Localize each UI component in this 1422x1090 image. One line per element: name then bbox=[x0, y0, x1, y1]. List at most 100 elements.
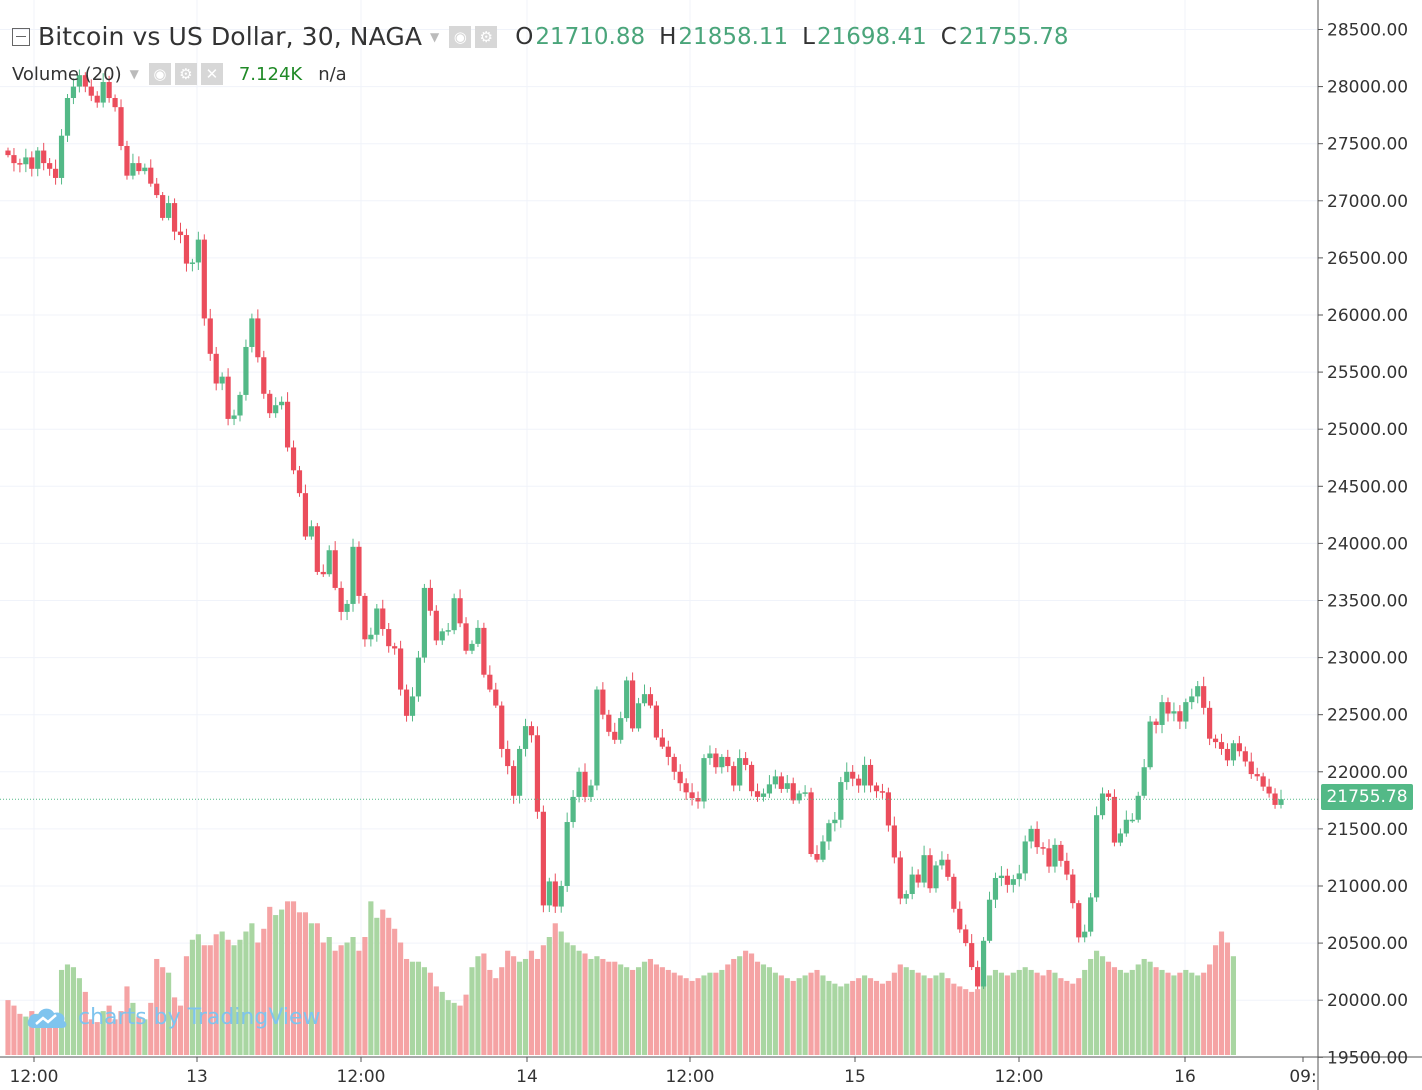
volume-bar bbox=[659, 967, 665, 1055]
candle-body bbox=[1177, 711, 1183, 722]
volume-bar bbox=[273, 915, 279, 1055]
candle-body bbox=[915, 874, 921, 883]
volume-bar bbox=[398, 942, 404, 1055]
volume-bar bbox=[695, 978, 701, 1055]
volume-title[interactable]: Volume (20) bbox=[12, 63, 122, 85]
volume-bar bbox=[1082, 969, 1088, 1055]
collapse-legend-icon[interactable] bbox=[12, 27, 30, 46]
candle-body bbox=[112, 98, 118, 108]
candle-body bbox=[772, 776, 778, 785]
volume-bar bbox=[969, 991, 975, 1055]
candle-body bbox=[279, 401, 285, 406]
close-icon[interactable]: ✕ bbox=[200, 63, 223, 85]
candle-body bbox=[707, 753, 713, 759]
candle-body bbox=[564, 822, 570, 886]
candle-body bbox=[802, 792, 808, 794]
tradingview-watermark[interactable]: charts by TradingView bbox=[26, 1004, 321, 1030]
y-tick-label: 28000.00 bbox=[1327, 78, 1408, 98]
price-axis[interactable]: 28500.00 28000.00 27500.00 27000.00 26500.00… bbox=[1318, 20, 1408, 1068]
candle-body bbox=[1004, 875, 1010, 885]
time-axis[interactable]: 12:00 13 12:00 14 12:00 15 12:00 16 09: bbox=[10, 1057, 1317, 1087]
candle-body bbox=[832, 819, 838, 824]
symbol-legend: Bitcoin vs US Dollar, 30, NAGA ▼ ◉ ⚙ O 2… bbox=[12, 22, 1069, 51]
candle-body bbox=[1159, 702, 1165, 725]
volume-bar bbox=[1230, 956, 1236, 1055]
volume-bar bbox=[921, 975, 927, 1055]
volume-bar bbox=[939, 972, 945, 1055]
eye-icon[interactable]: ◉ bbox=[148, 63, 171, 85]
candle-body bbox=[338, 587, 344, 612]
candle-body bbox=[986, 899, 993, 941]
volume-bar bbox=[951, 983, 957, 1055]
volume-bar bbox=[975, 989, 981, 1055]
volume-bar bbox=[701, 975, 707, 1055]
volume-bar bbox=[183, 956, 190, 1055]
volume-bar bbox=[885, 980, 891, 1055]
volume-bar bbox=[380, 909, 386, 1055]
volume-bar bbox=[166, 972, 172, 1055]
candle-body bbox=[1117, 833, 1123, 843]
volume-bar bbox=[760, 964, 767, 1055]
candle-body bbox=[1010, 879, 1016, 885]
volume-bar bbox=[195, 934, 201, 1055]
candle-body bbox=[624, 680, 630, 719]
volume-bar bbox=[231, 945, 237, 1055]
eye-icon[interactable]: ◉ bbox=[449, 25, 472, 48]
volume-bar bbox=[487, 969, 493, 1055]
volume-bar bbox=[754, 961, 761, 1055]
candle-body bbox=[421, 587, 428, 658]
y-tick-label: 28500.00 bbox=[1327, 20, 1408, 40]
candle-body bbox=[897, 857, 903, 899]
volume-bar bbox=[856, 978, 862, 1055]
candle-body bbox=[1183, 702, 1189, 722]
volume-bar bbox=[1034, 972, 1040, 1055]
volume-bar bbox=[505, 950, 511, 1055]
gear-icon[interactable]: ⚙ bbox=[174, 63, 197, 85]
candle-body bbox=[457, 598, 463, 624]
symbol-title[interactable]: Bitcoin vs US Dollar, 30, NAGA bbox=[38, 22, 423, 51]
candle-body bbox=[927, 855, 933, 889]
candle-body bbox=[362, 595, 368, 640]
volume-bar bbox=[136, 1016, 142, 1055]
candle-body bbox=[1093, 815, 1100, 898]
volume-bar bbox=[677, 975, 683, 1055]
volume-bar bbox=[374, 917, 380, 1055]
volume-bar bbox=[475, 956, 481, 1055]
volume-bar bbox=[552, 923, 558, 1055]
candle-body bbox=[70, 86, 77, 99]
close-label: C bbox=[940, 23, 957, 50]
volume-bar bbox=[1004, 975, 1010, 1055]
volume-bar bbox=[1070, 983, 1076, 1055]
candle-body bbox=[856, 778, 862, 786]
candle-body bbox=[1254, 774, 1260, 777]
candle-body bbox=[939, 859, 945, 866]
volume-bar bbox=[58, 969, 65, 1055]
candle-body bbox=[35, 150, 41, 169]
volume-bar bbox=[808, 972, 814, 1055]
candle-body bbox=[505, 748, 511, 767]
candle-body bbox=[100, 82, 106, 103]
gear-icon[interactable]: ⚙ bbox=[475, 25, 498, 48]
volume-bar bbox=[618, 964, 624, 1055]
candle-body bbox=[534, 735, 541, 812]
volume-bar bbox=[1135, 964, 1141, 1055]
volume-bar bbox=[635, 967, 642, 1055]
candle-body bbox=[225, 376, 231, 419]
candle-body bbox=[873, 785, 880, 792]
candle-body bbox=[963, 929, 969, 944]
volume-bar bbox=[945, 978, 951, 1055]
candle-body bbox=[1022, 841, 1028, 874]
volume-bar bbox=[749, 953, 755, 1055]
volume-bar bbox=[439, 991, 445, 1055]
candlesticks bbox=[5, 69, 1284, 990]
candle-body bbox=[606, 714, 612, 732]
candle-body bbox=[737, 758, 743, 786]
volume-bar bbox=[743, 950, 749, 1055]
candle-body bbox=[166, 203, 172, 218]
candle-body bbox=[1088, 897, 1094, 932]
chevron-down-icon[interactable]: ▼ bbox=[129, 67, 139, 81]
volume-bar bbox=[641, 961, 648, 1055]
candle-body bbox=[1064, 860, 1070, 875]
chevron-down-icon[interactable]: ▼ bbox=[430, 29, 440, 44]
